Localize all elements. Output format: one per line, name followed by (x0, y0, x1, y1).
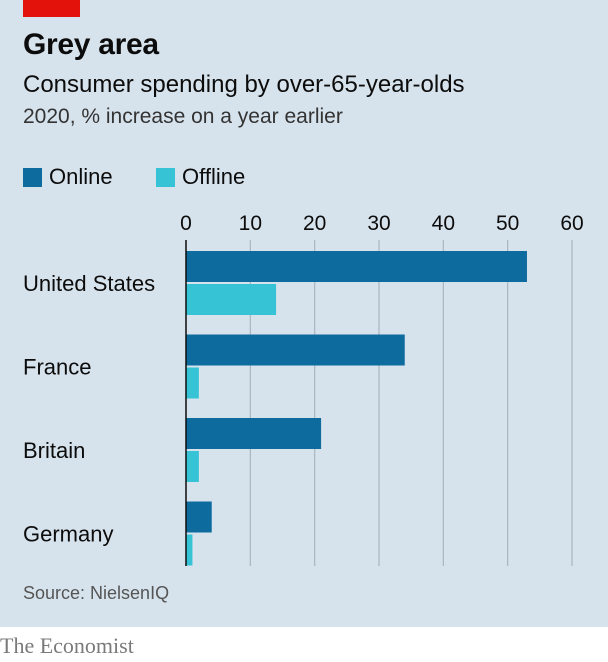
legend-swatch-offline (156, 167, 175, 187)
bar-online (186, 251, 527, 282)
x-tick-label: 40 (432, 212, 455, 235)
x-tick-label: 30 (367, 212, 390, 235)
category-label: Britain (23, 438, 85, 463)
x-tick-label: 20 (303, 212, 326, 235)
x-tick-label: 50 (496, 212, 519, 235)
bar-online (186, 501, 212, 533)
publisher-logo: The Economist (0, 633, 134, 658)
bar-online (186, 334, 405, 366)
bar-offline (186, 534, 193, 566)
source-note: Source: NielsenIQ (23, 583, 170, 603)
legend-label-offline: Offline (182, 164, 246, 189)
chart-unit-label: 2020, % increase on a year earlier (23, 105, 343, 128)
chart-panel (0, 0, 608, 627)
legend-item-online: Online (23, 163, 113, 191)
bar-chart: 0 10 20 30 40 50 60 United States France Britain G… (23, 212, 584, 566)
chart-subtitle: Consumer spending by over-65-year-olds (23, 71, 465, 98)
x-tick-label: 60 (560, 212, 583, 235)
bar-offline (186, 367, 199, 399)
category-label: France (23, 355, 91, 380)
legend-swatch-online (23, 167, 42, 187)
bar-online (186, 418, 322, 449)
x-tick-label: 0 (180, 212, 192, 235)
bar-offline (186, 284, 277, 315)
bar-offline (186, 451, 199, 482)
legend-item-offline: Offline (156, 163, 245, 191)
x-tick-label: 10 (239, 212, 262, 235)
legend-label-online: Online (49, 164, 113, 189)
brand-red-tag (23, 0, 80, 17)
category-label: United States (23, 271, 155, 296)
category-label: Germany (23, 522, 113, 547)
chart-title: Grey area (23, 28, 159, 61)
